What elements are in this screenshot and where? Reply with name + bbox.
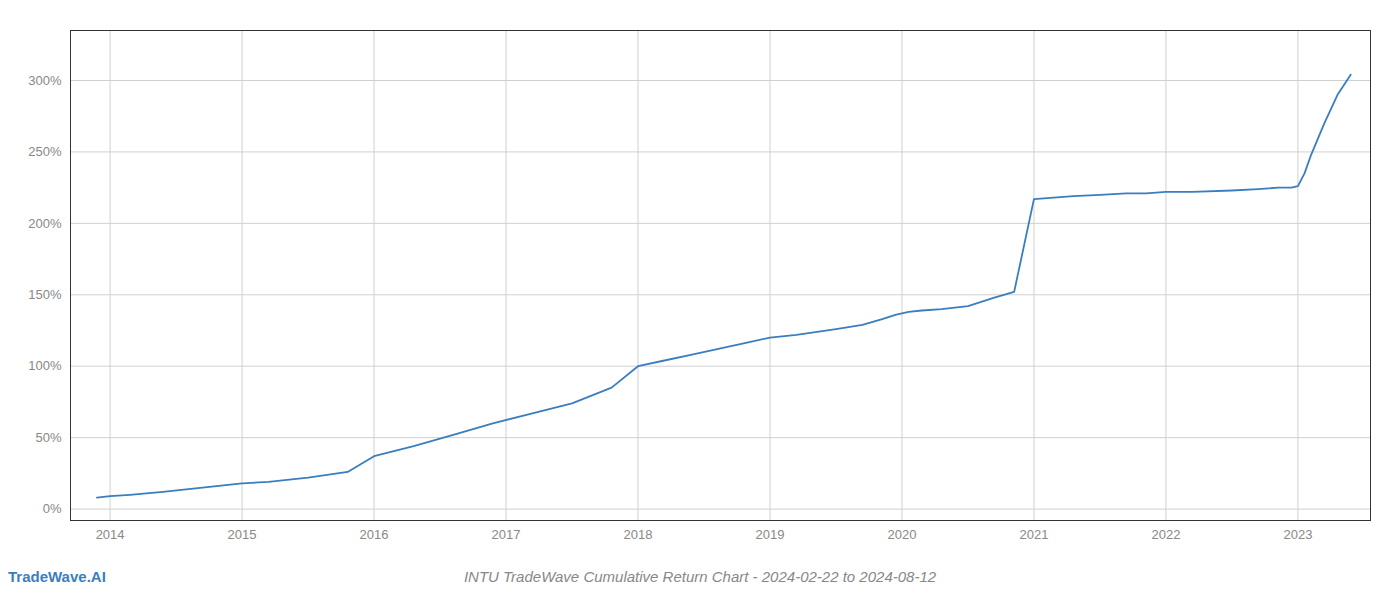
svg-text:250%: 250% (28, 144, 62, 159)
svg-text:2017: 2017 (492, 527, 521, 542)
svg-text:2019: 2019 (756, 527, 785, 542)
html-text:TradeWave.AI: TradeWave.AI (8, 568, 106, 585)
svg-text:2018: 2018 (624, 527, 653, 542)
svg-text:0%: 0% (43, 501, 62, 516)
svg-text:2020: 2020 (888, 527, 917, 542)
svg-text:2014: 2014 (96, 527, 125, 542)
svg-text:50%: 50% (35, 430, 61, 445)
html-text:INTU TradeWave Cumulative Retu: INTU TradeWave Cumulative Return Chart -… (463, 568, 937, 585)
svg-text:2015: 2015 (228, 527, 257, 542)
svg-text:150%: 150% (28, 287, 62, 302)
svg-text:2021: 2021 (1019, 527, 1048, 542)
svg-text:2016: 2016 (360, 527, 389, 542)
svg-text:2023: 2023 (1283, 527, 1312, 542)
svg-text:300%: 300% (28, 73, 62, 88)
svg-text:2022: 2022 (1151, 527, 1180, 542)
svg-text:200%: 200% (28, 216, 62, 231)
svg-text:100%: 100% (28, 358, 62, 373)
